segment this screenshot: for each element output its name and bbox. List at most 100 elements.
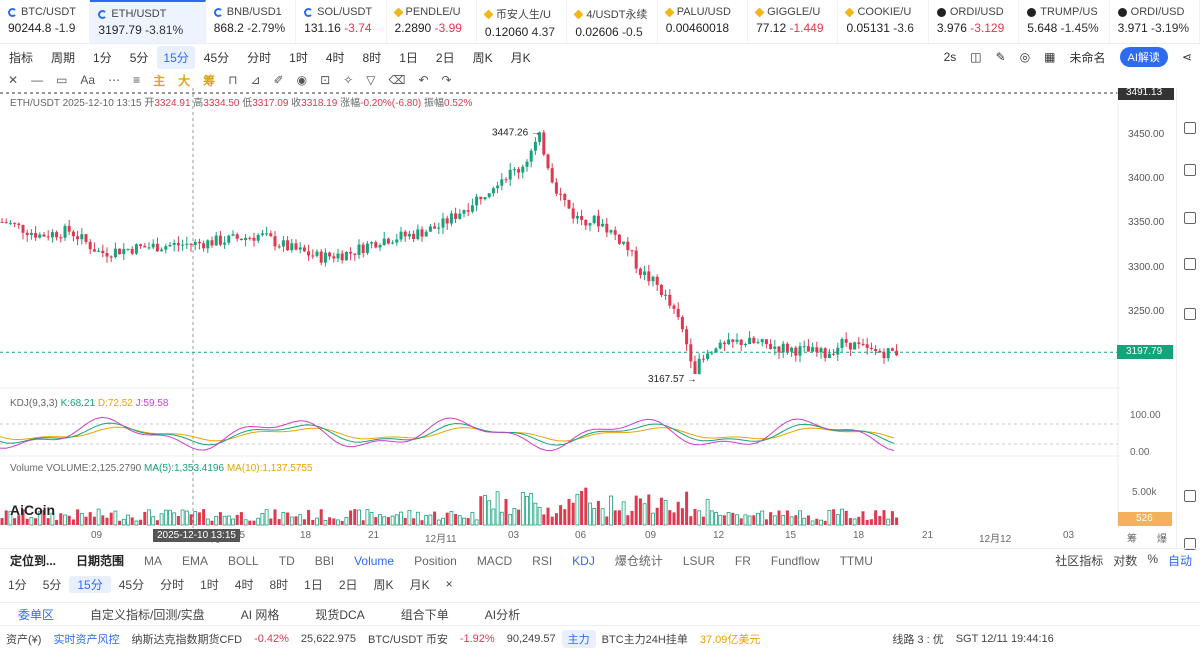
bottom-tab-3[interactable]: 现货DCA [315, 607, 365, 622]
bottom-tab-1[interactable]: 自定义指标/回测/实盘 [90, 607, 205, 622]
period-6[interactable]: 分时 [247, 50, 272, 65]
ticker-12[interactable]: ORDI/USD 3.971 -3.19% [1110, 0, 1200, 43]
period-5[interactable]: 45分 [203, 50, 230, 65]
indicator-7[interactable]: Volume [354, 553, 395, 568]
bottom-tab-2[interactable]: AI 网格 [240, 607, 280, 622]
main-force-badge[interactable]: 主力 [561, 629, 596, 648]
indicator-10[interactable]: RSI [532, 553, 553, 568]
percent-scale[interactable]: % [1147, 552, 1158, 566]
line-tool-icon[interactable]: — [31, 73, 44, 87]
period-1[interactable]: 周期 [51, 50, 76, 65]
redo-icon[interactable]: ↷ [441, 73, 452, 87]
panel-icon[interactable] [1184, 490, 1196, 502]
ticker-6[interactable]: 4/USDT永续 0.02606 -0.5 [567, 0, 658, 43]
period-4[interactable]: 15分 [157, 45, 195, 69]
quick-period-1[interactable]: 5分 [42, 577, 62, 592]
lock-icon[interactable]: ⊡ [320, 73, 331, 87]
indicator-2[interactable]: MA [144, 553, 163, 568]
period-0[interactable]: 指标 [9, 50, 34, 65]
chart-icon[interactable] [1184, 212, 1196, 224]
ticker-8[interactable]: GIGGLE/U 77.12 -1.449 [748, 0, 839, 43]
ticker-5[interactable]: 币安人生/U 0.12060 4.37 [477, 0, 568, 43]
ticker-4[interactable]: PENDLE/U 2.2890 -3.99 [387, 0, 477, 43]
line-status[interactable]: 线路 3 : 优 [892, 633, 944, 646]
news-icon[interactable] [1184, 258, 1196, 270]
price-axis[interactable]: 3450.00 3400.00 3350.00 3300.00 3250.00 [1120, 88, 1176, 528]
price-chart[interactable]: 3447.26 → 3167.57 → [0, 88, 1120, 543]
filter-icon[interactable]: ▽ [366, 73, 376, 87]
quick-period-5[interactable]: 1时 [200, 577, 219, 592]
bottom-tab-0[interactable]: 委单区 [18, 607, 55, 622]
indicator-0[interactable]: 定位到... [10, 554, 57, 568]
large-order-button[interactable]: 大 [178, 73, 191, 88]
auto-scale[interactable]: 自动 [1167, 554, 1192, 568]
indicator-16[interactable]: TTMU [839, 553, 873, 568]
main-force-button[interactable]: 主 [153, 73, 166, 88]
refresh-interval[interactable]: 2s [943, 50, 957, 64]
share-icon[interactable]: ⋖ [1181, 50, 1192, 64]
ticker-2[interactable]: BNB/USD1 868.2 -2.79% [206, 0, 297, 43]
indicator-11[interactable]: KDJ [572, 553, 595, 568]
period-10[interactable]: 1日 [399, 50, 418, 65]
period-8[interactable]: 4时 [325, 50, 345, 65]
indicator-9[interactable]: MACD [476, 553, 513, 568]
quick-period-6[interactable]: 4时 [234, 577, 254, 592]
ticker-10[interactable]: ORDI/USD 3.976 -3.129 [929, 0, 1020, 43]
indicator-8[interactable]: Position [414, 553, 457, 568]
ruler-icon[interactable]: ⊿ [250, 73, 261, 87]
ticker-1[interactable]: ETH/USDT 3197.79 -3.81% [90, 0, 206, 43]
ticker-9[interactable]: COOKIE/U 0.05131 -3.6 [838, 0, 929, 43]
quick-period-0[interactable]: 1分 [8, 577, 27, 592]
quick-period-7[interactable]: 8时 [269, 577, 289, 592]
crosshair-icon[interactable]: ✕ [8, 73, 19, 87]
indicator-12[interactable]: 爆仓统计 [614, 554, 663, 568]
eye-icon[interactable]: ◉ [296, 73, 308, 87]
trash-icon[interactable]: ⌫ [388, 73, 406, 87]
chips-button[interactable]: 筹 [203, 73, 216, 88]
headset-icon[interactable] [1184, 538, 1196, 550]
ai-interpret-button[interactable]: AI解读 [1119, 47, 1168, 67]
risk-control[interactable]: 实时资产风控 [53, 633, 120, 646]
rect-tool-icon[interactable]: ▭ [56, 73, 68, 87]
indicator-14[interactable]: FR [734, 553, 751, 568]
indicator-5[interactable]: TD [278, 553, 295, 568]
quick-period-9[interactable]: 2日 [338, 577, 358, 592]
robot-icon[interactable] [1184, 308, 1196, 320]
indicator-3[interactable]: EMA [182, 553, 209, 568]
period-11[interactable]: 2日 [435, 50, 455, 65]
ticker-11[interactable]: TRUMP/US 5.648 -1.45% [1019, 0, 1110, 43]
layout-name[interactable]: 未命名 [1069, 50, 1106, 65]
fib-tool-icon[interactable]: ≡ [133, 73, 141, 87]
quick-period-4[interactable]: 分时 [160, 577, 185, 592]
period-2[interactable]: 1分 [93, 50, 112, 65]
period-3[interactable]: 5分 [129, 50, 149, 65]
quick-period-8[interactable]: 1日 [304, 577, 323, 592]
nasdaq-name[interactable]: 纳斯达克指数期货CFD [131, 633, 243, 646]
quick-period-3[interactable]: 45分 [118, 577, 145, 592]
quick-period-10[interactable]: 周K [373, 577, 394, 592]
list-icon[interactable] [1184, 164, 1196, 176]
indicator-13[interactable]: LSUR [682, 553, 715, 568]
pen-icon[interactable]: ✐ [273, 73, 284, 87]
magic-icon[interactable]: ✧ [343, 73, 354, 87]
edit-icon[interactable]: ✎ [995, 50, 1006, 64]
period-9[interactable]: 8时 [362, 50, 382, 65]
period-13[interactable]: 月K [510, 50, 531, 65]
text-tool-icon[interactable]: Aa [80, 73, 96, 87]
quick-period-2[interactable]: 15分 [69, 575, 111, 593]
bottom-tab-5[interactable]: AI分析 [484, 607, 521, 622]
undo-icon[interactable]: ↶ [418, 73, 429, 87]
calendar-icon[interactable] [1184, 122, 1196, 134]
indicator-15[interactable]: Fundflow [770, 553, 820, 568]
indicator-4[interactable]: BOLL [228, 553, 259, 568]
ticker-7[interactable]: PALU/USD 0.00460018 [658, 0, 749, 43]
period-12[interactable]: 周K [472, 50, 493, 65]
indicator-6[interactable]: BBI [314, 553, 335, 568]
grid-icon[interactable]: ▦ [1044, 50, 1056, 64]
ticker-0[interactable]: BTC/USDT 90244.8 -1.9 [0, 0, 91, 43]
pattern-tool-icon[interactable]: ⋯ [108, 73, 121, 87]
target-icon[interactable]: ◎ [1019, 50, 1031, 64]
camera-icon[interactable]: ◫ [970, 50, 982, 64]
indicator-1[interactable]: 日期范围 [76, 554, 125, 568]
quick-period-11[interactable]: 月K [409, 577, 430, 592]
